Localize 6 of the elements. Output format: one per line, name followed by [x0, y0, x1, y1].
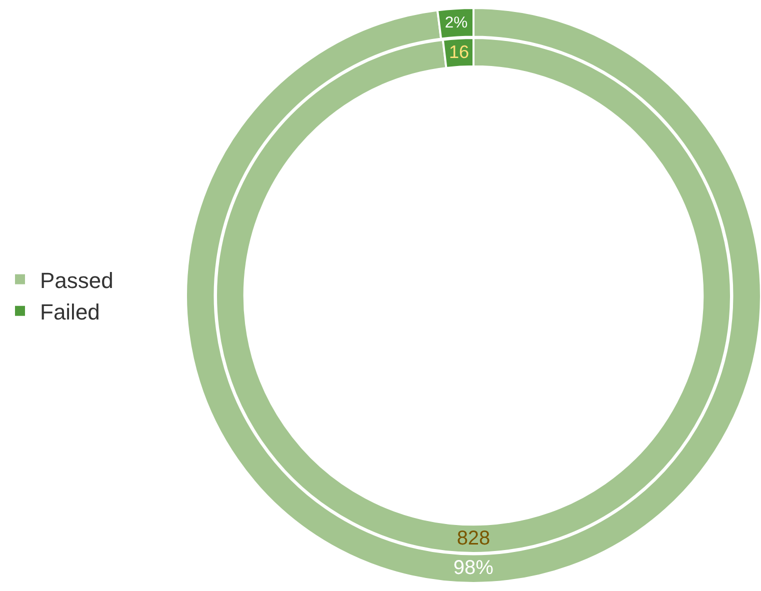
legend-label: Failed — [40, 299, 100, 324]
data-label: 2% — [444, 14, 468, 32]
data-label: 98% — [453, 557, 494, 580]
data-label: 828 — [456, 527, 490, 550]
legend-label: Passed — [40, 268, 114, 293]
data-label: 16 — [448, 42, 470, 62]
